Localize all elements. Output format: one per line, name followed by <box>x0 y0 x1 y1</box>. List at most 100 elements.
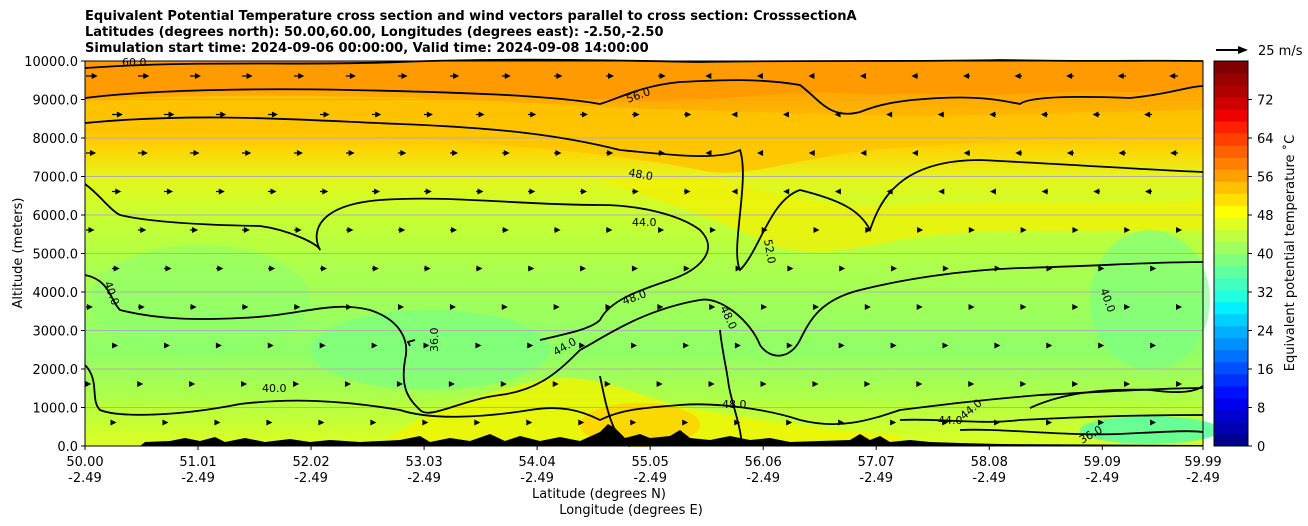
colorbar-segment <box>1214 349 1248 363</box>
wind-vector <box>1169 73 1176 79</box>
wind-vector <box>167 188 174 195</box>
wind-vector <box>555 150 562 156</box>
wind-vector <box>630 419 637 426</box>
wind-vector <box>501 304 508 310</box>
wind-vector <box>605 304 612 310</box>
wind-vector <box>633 111 640 118</box>
wind-vector <box>110 419 117 426</box>
wind-vector <box>449 304 456 310</box>
y-tick-label: 5000.0 <box>33 248 79 263</box>
x-tick-label-lon: -2.49 <box>972 471 1006 486</box>
wind-vector <box>1176 304 1182 310</box>
x-tick-label-lon: -2.49 <box>1085 471 1119 486</box>
colorbar-tick-label: 72 <box>1257 94 1274 109</box>
wind-vector <box>968 227 975 233</box>
x-tick-label-lon: -2.49 <box>520 471 554 486</box>
x-tick-label-lat: 58.08 <box>971 455 1008 470</box>
wind-vector <box>684 188 691 195</box>
wind-vector <box>656 381 663 387</box>
wind-vector <box>865 227 872 233</box>
wind-reference-label: 25 m/s <box>1258 44 1303 59</box>
wind-vector <box>1124 227 1131 233</box>
wind-vector <box>137 381 144 387</box>
wind-vector <box>1098 419 1105 426</box>
wind-vector <box>1093 188 1100 195</box>
colorbar-tick-label: 8 <box>1257 402 1265 417</box>
wind-vector <box>916 381 923 387</box>
x-tick-label-lat: 56.06 <box>745 455 782 470</box>
wind-vector <box>1072 381 1079 387</box>
wind-vector <box>834 188 841 195</box>
colorbar-segment <box>1214 253 1248 267</box>
colorbar-segment <box>1214 97 1248 110</box>
wind-vector <box>270 188 277 195</box>
wind-vector <box>450 227 457 233</box>
wind-vector <box>296 150 303 156</box>
colorbar-segment <box>1214 325 1248 339</box>
title-line-1: Equivalent Potential Temperature cross s… <box>85 9 857 24</box>
wind-vector <box>269 265 276 272</box>
wind-vector <box>526 419 533 426</box>
wind-vector <box>401 73 408 79</box>
wind-vector <box>911 73 918 79</box>
colorbar-segment <box>1214 61 1248 74</box>
wind-vector <box>1150 419 1157 426</box>
colorbar-segment <box>1214 109 1248 122</box>
wind-vector <box>90 150 97 156</box>
wind-vector <box>349 73 356 79</box>
wind-vector <box>782 111 789 118</box>
wind-vector <box>474 419 481 426</box>
wind-vector <box>942 342 949 349</box>
wind-vector <box>860 150 867 156</box>
wind-vector <box>266 419 273 426</box>
wind-vector <box>246 73 253 79</box>
wind-vector <box>426 111 433 118</box>
wind-vector <box>298 73 305 79</box>
wind-vector <box>891 265 898 272</box>
wind-vector <box>682 419 689 426</box>
wind-vector <box>143 73 150 79</box>
wind-vector <box>425 188 432 195</box>
colorbar-segment <box>1214 301 1248 315</box>
wind-vector <box>294 304 301 310</box>
wind-vector <box>1150 342 1157 349</box>
wind-vector <box>400 150 407 156</box>
wind-vector <box>787 265 794 272</box>
colorbar-tick-label: 40 <box>1257 248 1274 263</box>
wind-vectors <box>85 73 1182 426</box>
wind-vector <box>530 111 537 118</box>
wind-vector <box>215 342 222 349</box>
colorbar-segment <box>1214 205 1248 218</box>
colorbar-segment <box>1214 217 1248 230</box>
wind-vector <box>319 342 326 349</box>
wind-vector <box>1092 111 1099 118</box>
wind-vector <box>604 381 611 387</box>
colorbar-segment <box>1214 229 1248 242</box>
wind-vector <box>942 265 949 272</box>
wind-vector <box>631 265 638 272</box>
wind-vector <box>886 111 893 118</box>
wind-vector <box>1041 188 1048 195</box>
colorbar-tick-label: 24 <box>1257 325 1274 340</box>
wind-vector <box>1066 73 1073 79</box>
wind-vector <box>1046 419 1053 426</box>
wind-vector <box>320 265 327 272</box>
wind-vector <box>190 304 197 310</box>
wind-vector <box>502 227 509 233</box>
wind-vector <box>323 111 330 118</box>
wind-vector <box>864 381 871 387</box>
wind-reference-arrowhead <box>1238 46 1248 54</box>
wind-vector <box>245 150 252 156</box>
wind-vector <box>786 419 793 426</box>
x-tick-label-lon: -2.49 <box>859 471 893 486</box>
colorbar-segment <box>1214 121 1248 134</box>
y-tick-label: 7000.0 <box>33 171 79 186</box>
wind-vector <box>194 73 201 79</box>
wind-vector <box>218 188 225 195</box>
x-tick-label-lat: 52.02 <box>292 455 329 470</box>
title-line-3: Simulation start time: 2024-09-06 00:00:… <box>85 41 649 56</box>
y-axis-label: Altitude (meters) <box>11 198 26 309</box>
wind-vector <box>705 150 712 156</box>
wind-vector <box>731 188 738 195</box>
colorbar-segment <box>1214 385 1248 399</box>
